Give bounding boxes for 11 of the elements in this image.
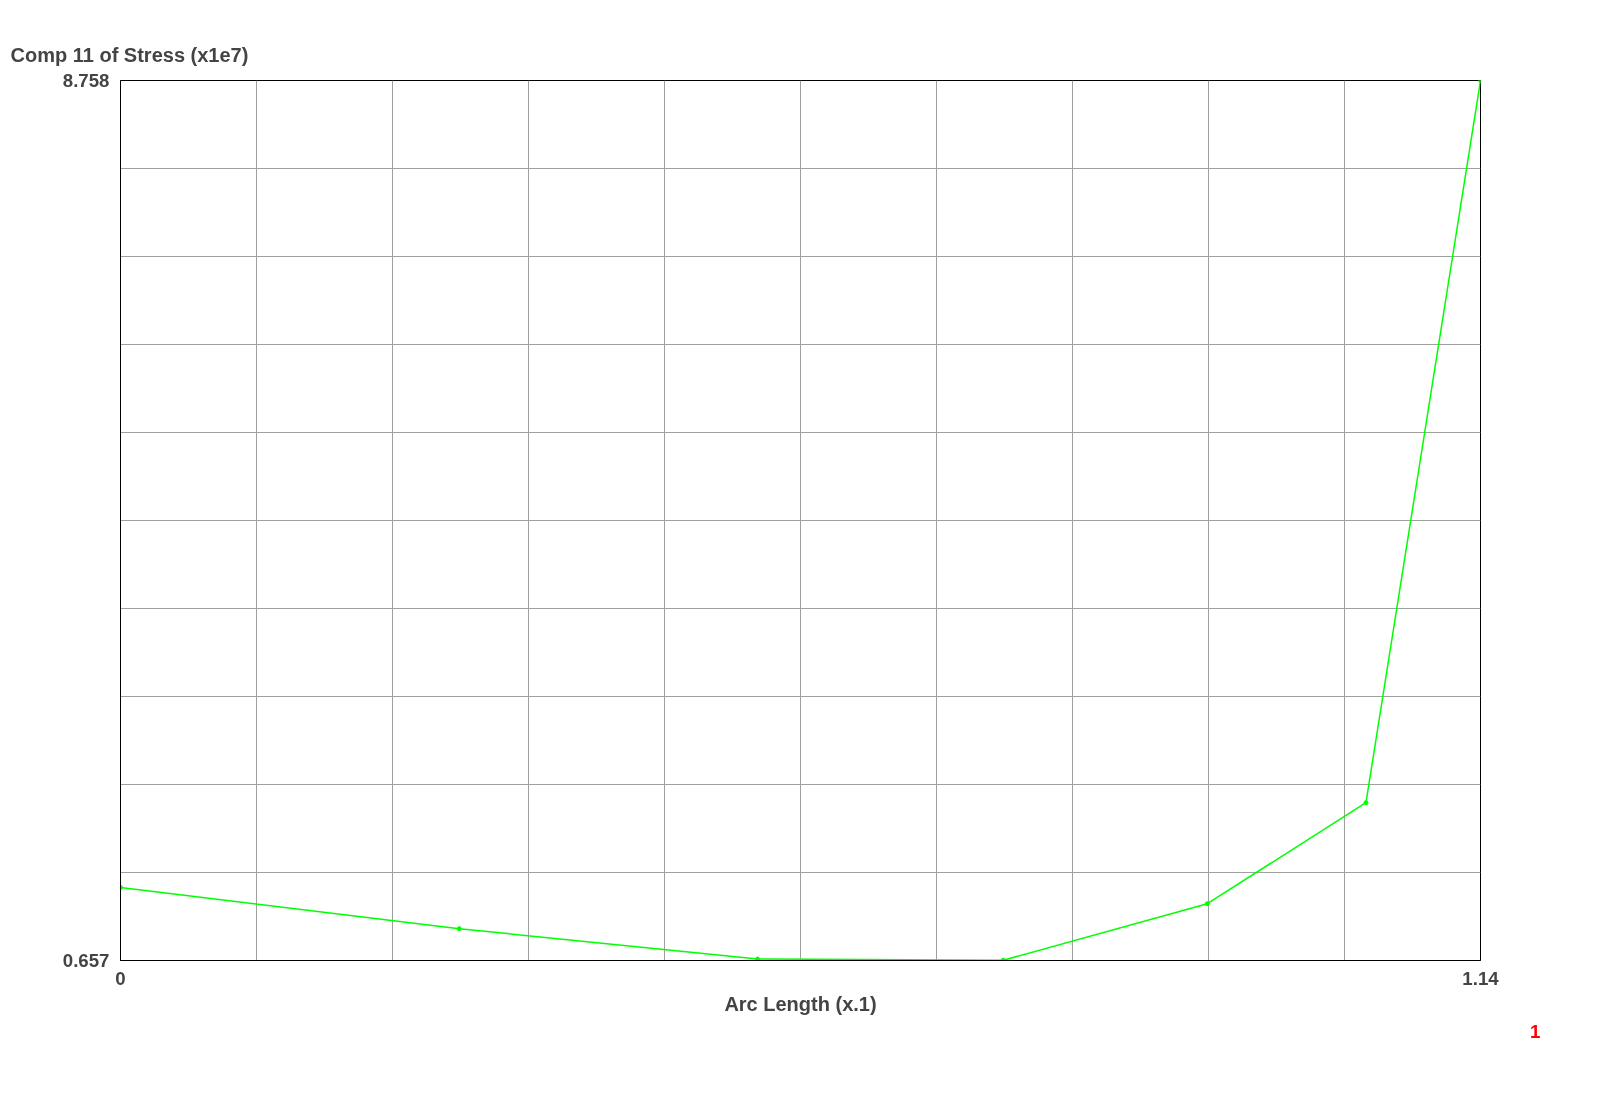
point — [1363, 800, 1369, 806]
text: 1 — [1530, 1020, 1541, 1042]
y-tick-label: 8.758 — [62, 70, 110, 91]
chart-title: Comp 11 of Stress (x1e7) — [10, 43, 249, 66]
x-axis-title: Arc Length (x.1) — [724, 992, 877, 1015]
point — [755, 956, 761, 961]
point — [1204, 901, 1210, 907]
point — [456, 926, 462, 932]
x-tick-label: 0 — [115, 967, 126, 989]
x-tick-label: 1.14 — [1462, 967, 1500, 989]
y-tick-label: 0.657 — [62, 950, 110, 971]
